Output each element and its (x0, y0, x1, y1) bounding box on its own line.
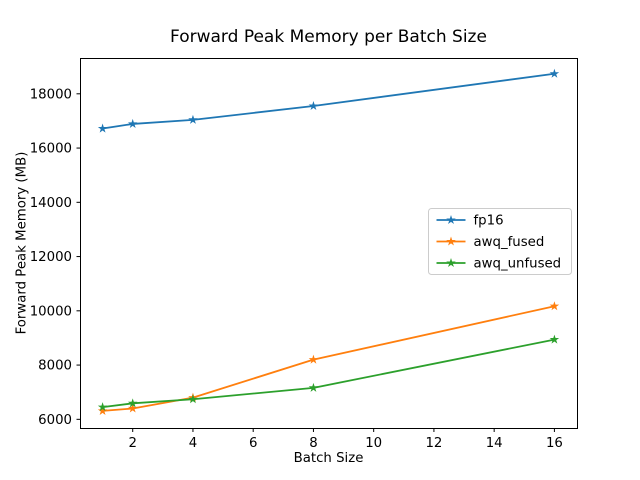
data-point-fp16 (188, 114, 198, 124)
data-point-awq_fused (127, 403, 138, 413)
x-tick-label: 12 (425, 436, 442, 451)
series-line-awq_fused (101, 305, 556, 412)
data-point-fp16 (549, 68, 560, 78)
x-axis-label: Batch Size (293, 451, 364, 466)
data-point-awq_unfused (549, 334, 560, 344)
y-tick-label: 12000 (30, 250, 72, 265)
legend-marker (446, 258, 456, 268)
x-tick-label: 4 (189, 436, 197, 451)
data-point-awq_unfused (127, 398, 138, 408)
x-tick-label: 6 (249, 436, 257, 451)
data-point-awq_unfused (308, 382, 319, 392)
y-tick-label: 8000 (38, 359, 72, 374)
data-point-awq_fused (549, 301, 560, 311)
y-tick-label: 6000 (38, 413, 72, 428)
y-tick-label: 16000 (30, 142, 72, 157)
legend-marker (446, 215, 456, 225)
chart-title: Forward Peak Memory per Batch Size (170, 27, 487, 47)
x-tick-label: 14 (486, 436, 503, 451)
x-tick-label: 10 (365, 436, 382, 451)
data-point-awq_fused (97, 405, 108, 415)
x-tick-label: 8 (309, 436, 317, 451)
y-tick-label: 10000 (30, 304, 72, 319)
y-tick-label: 18000 (30, 87, 72, 102)
data-point-fp16 (308, 101, 319, 111)
legend-label: fp16 (474, 214, 504, 229)
plot-border (80, 58, 578, 429)
legend-box (428, 208, 572, 275)
data-point-fp16 (97, 123, 108, 133)
x-tick-label: 2 (128, 436, 136, 451)
series-line-fp16 (101, 72, 556, 130)
data-point-awq_unfused (97, 402, 108, 412)
x-tick-label: 16 (546, 436, 563, 451)
legend-label: awq_fused (474, 235, 545, 250)
y-tick-label: 14000 (30, 196, 72, 211)
data-point-fp16 (127, 118, 138, 128)
legend-marker (446, 236, 456, 246)
data-point-awq_fused (308, 354, 319, 364)
series-line-awq_unfused (101, 338, 556, 409)
data-point-awq_unfused (188, 394, 198, 404)
legend-label: awq_unfused (474, 257, 562, 272)
